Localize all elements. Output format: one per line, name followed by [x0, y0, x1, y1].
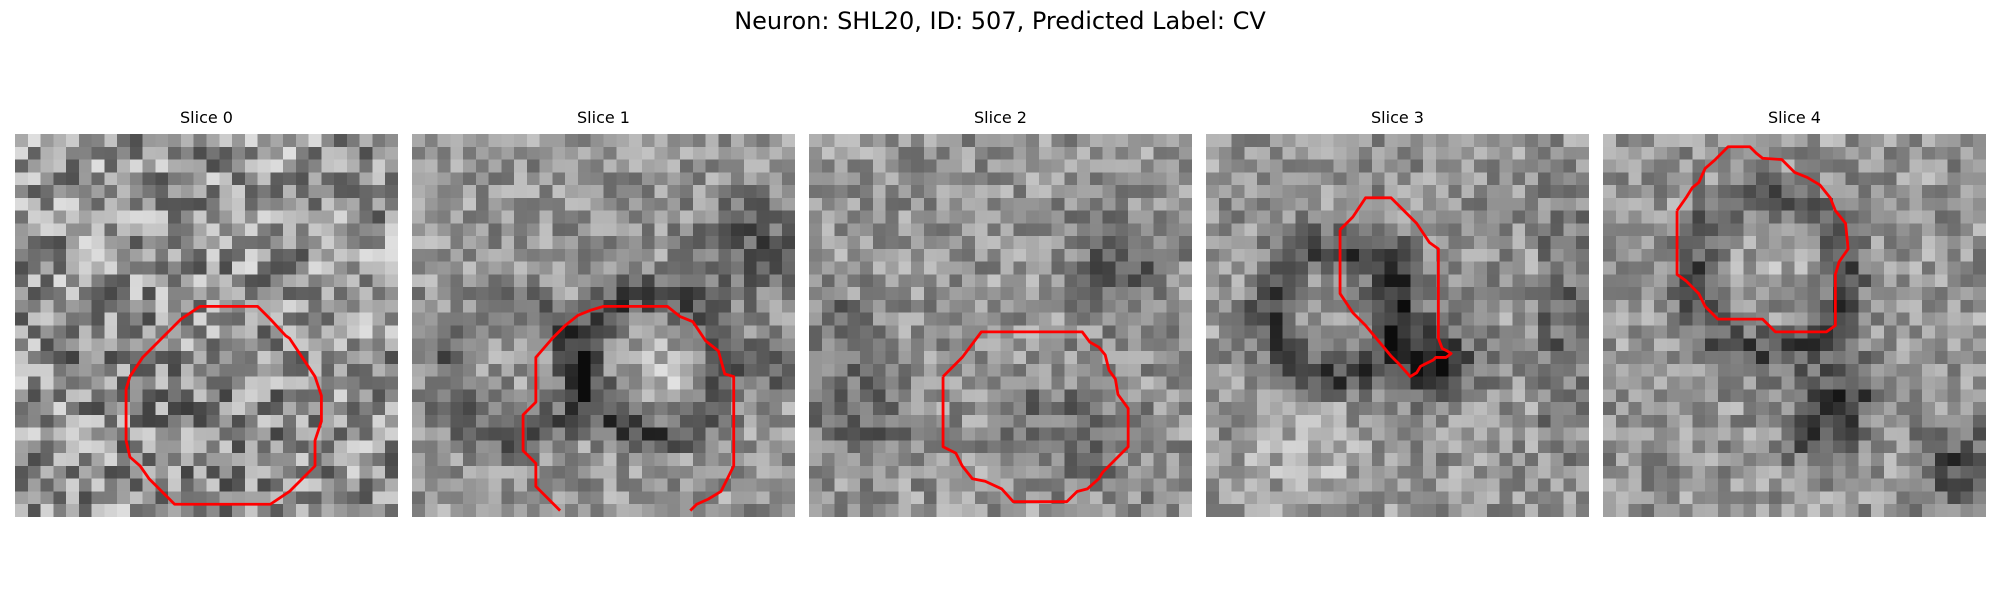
slice-panel-3: Slice 3	[1206, 108, 1589, 517]
slice-title-3: Slice 3	[1206, 108, 1589, 128]
grayscale-pixels-3	[1206, 134, 1589, 517]
slice-title-4: Slice 4	[1603, 108, 1986, 128]
slice-image-3	[1206, 134, 1589, 517]
grayscale-pixels-2	[809, 134, 1192, 517]
slice-panel-4: Slice 4	[1603, 108, 1986, 517]
figure-title: Neuron: SHL20, ID: 507, Predicted Label:…	[0, 6, 2000, 36]
slice-image-2	[809, 134, 1192, 517]
slice-panel-1: Slice 1	[412, 108, 795, 517]
slice-panel-2: Slice 2	[809, 108, 1192, 517]
slice-title-0: Slice 0	[15, 108, 398, 128]
grayscale-pixels-0	[15, 134, 398, 517]
slice-title-1: Slice 1	[412, 108, 795, 128]
grayscale-pixels-4	[1603, 134, 1986, 517]
slice-title-2: Slice 2	[809, 108, 1192, 128]
slice-image-0	[15, 134, 398, 517]
grayscale-pixels-1	[412, 134, 795, 517]
slice-panel-0: Slice 0	[15, 108, 398, 517]
slice-image-1	[412, 134, 795, 517]
slice-image-4	[1603, 134, 1986, 517]
